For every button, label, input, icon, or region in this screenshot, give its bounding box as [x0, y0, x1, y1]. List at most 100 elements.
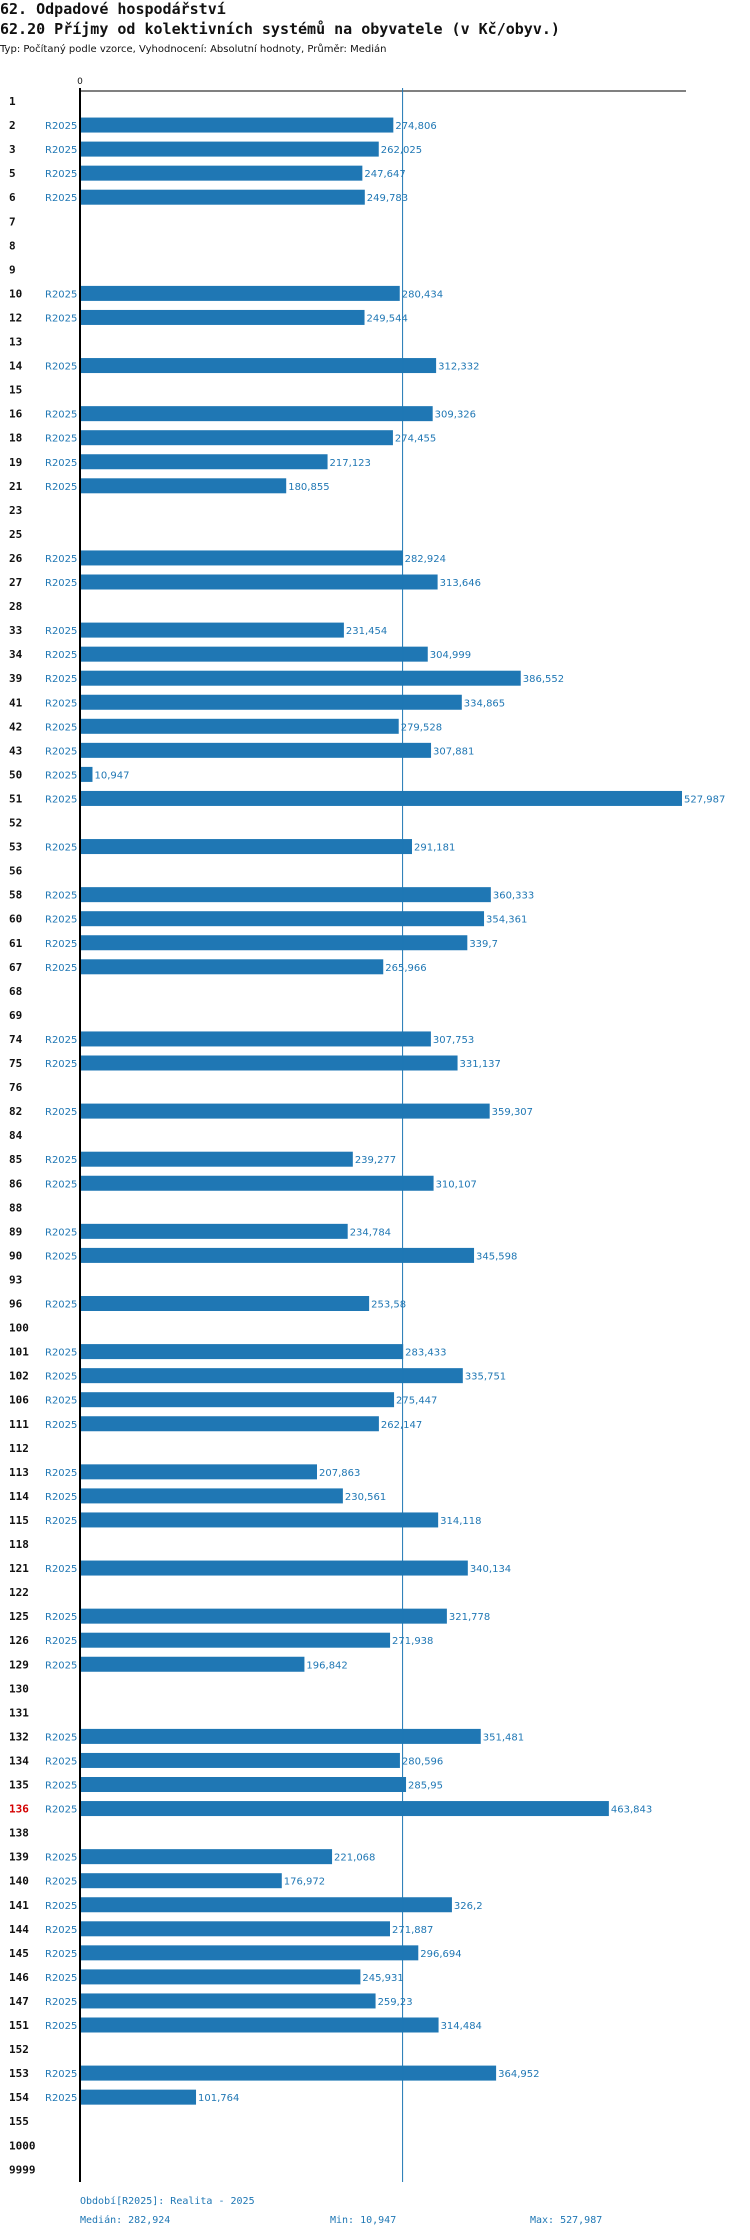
value-label: 247,647	[364, 169, 405, 180]
row-label: 7	[9, 215, 16, 228]
bar	[80, 622, 344, 638]
bar	[80, 1752, 400, 1768]
bar	[80, 694, 462, 710]
value-label: 279,528	[401, 722, 442, 733]
row-label: 8	[9, 239, 16, 252]
value-label: 282,924	[405, 554, 446, 565]
row-label: 2	[9, 119, 16, 132]
bar	[80, 646, 428, 662]
bar	[80, 1416, 379, 1432]
series-label: R2025	[45, 722, 77, 733]
series-label: R2025	[45, 313, 77, 324]
bar	[80, 911, 485, 927]
series-label: R2025	[45, 2021, 77, 2032]
series-label: R2025	[45, 1660, 77, 1671]
row-label: 144	[9, 1923, 29, 1936]
value-label: 271,938	[392, 1636, 433, 1647]
value-label: 262,025	[381, 145, 422, 156]
row-label: 75	[9, 1057, 22, 1070]
value-label: 280,596	[402, 1756, 443, 1767]
bar	[80, 1296, 370, 1311]
bar	[80, 1560, 468, 1576]
series-label: R2025	[45, 2093, 77, 2104]
bar	[80, 1921, 390, 1937]
series-label: R2025	[45, 1107, 77, 1118]
series-label: R2025	[45, 626, 77, 637]
bar	[80, 1392, 395, 1408]
row-label: 14	[9, 360, 23, 373]
row-label: 96	[9, 1298, 23, 1311]
bar	[80, 1488, 343, 1504]
series-label: R2025	[45, 1372, 77, 1383]
value-label: 354,361	[486, 915, 527, 926]
bar	[80, 550, 403, 566]
row-label: 113	[9, 1466, 29, 1479]
series-label: R2025	[45, 963, 77, 974]
row-label: 146	[9, 1971, 29, 1984]
row-label: 34	[9, 648, 23, 661]
row-label: 151	[9, 2019, 29, 2032]
row-label: 89	[9, 1225, 22, 1238]
value-label: 271,887	[392, 1925, 433, 1936]
value-label: 249,544	[367, 313, 408, 324]
value-label: 310,107	[436, 1179, 477, 1190]
series-label: R2025	[45, 939, 77, 950]
series-label: R2025	[45, 1300, 77, 1311]
series-label: R2025	[45, 1805, 77, 1816]
bar	[80, 790, 682, 806]
value-label: 351,481	[483, 1732, 524, 1743]
value-label: 180,855	[288, 482, 329, 493]
bar	[80, 1945, 419, 1961]
value-label: 314,484	[441, 2021, 482, 2032]
value-label: 386,552	[523, 674, 564, 685]
row-label: 141	[9, 1899, 29, 1912]
value-label: 527,987	[684, 794, 725, 805]
value-label: 196,842	[306, 1660, 347, 1671]
value-label: 340,134	[470, 1564, 511, 1575]
value-label: 285,95	[408, 1781, 443, 1792]
series-label: R2025	[45, 1035, 77, 1046]
row-label: 134	[9, 1754, 29, 1767]
value-label: 217,123	[330, 458, 371, 469]
bar	[80, 309, 365, 325]
value-label: 275,447	[396, 1396, 437, 1407]
value-label: 345,598	[476, 1251, 517, 1262]
series-label: R2025	[45, 746, 77, 757]
series-label: R2025	[45, 843, 77, 854]
row-label: 86	[9, 1177, 23, 1190]
row-label: 122	[9, 1586, 29, 1599]
bar	[80, 839, 412, 855]
series-label: R2025	[45, 1756, 77, 1767]
row-label: 58	[9, 889, 22, 902]
series-label: R2025	[45, 410, 77, 421]
row-label: 23	[9, 504, 22, 517]
row-label: 88	[9, 1201, 22, 1214]
footer-period: Období[R2025]: Realita - 2025	[80, 2196, 255, 2207]
row-label: 53	[9, 841, 22, 854]
row-label: 111	[9, 1418, 29, 1431]
value-label: 312,332	[438, 362, 479, 373]
row-label: 50	[9, 768, 22, 781]
series-label: R2025	[45, 458, 77, 469]
row-label: 69	[9, 1009, 22, 1022]
value-label: 314,118	[440, 1516, 481, 1527]
value-label: 231,454	[346, 626, 387, 637]
bar	[80, 935, 468, 951]
row-label: 5	[9, 167, 16, 180]
row-label: 82	[9, 1105, 22, 1118]
series-label: R2025	[45, 1973, 77, 1984]
value-label: 307,881	[433, 746, 474, 757]
value-label: 280,434	[402, 289, 443, 300]
row-label: 19	[9, 456, 22, 469]
row-label: 56	[9, 865, 23, 878]
value-label: 239,277	[355, 1155, 396, 1166]
row-label: 15	[9, 384, 22, 397]
series-label: R2025	[45, 1492, 77, 1503]
value-label: 274,806	[395, 121, 436, 132]
row-label: 112	[9, 1442, 29, 1455]
value-label: 10,947	[94, 770, 129, 781]
row-label: 42	[9, 720, 22, 733]
footer-min: Min: 10,947	[330, 2215, 397, 2226]
series-label: R2025	[45, 1155, 77, 1166]
row-label: 118	[9, 1538, 29, 1551]
